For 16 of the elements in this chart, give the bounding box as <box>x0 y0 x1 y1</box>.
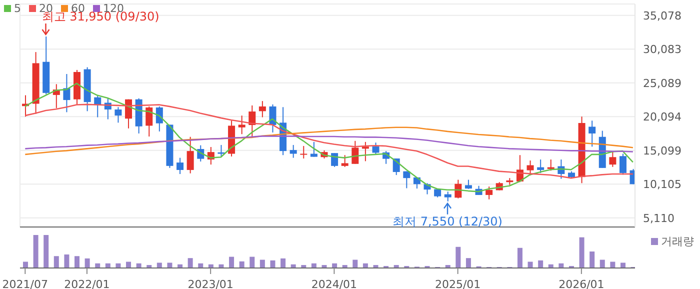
y-tick-label: 35,078 <box>643 9 682 22</box>
x-tick-label: 2023/01 <box>188 278 234 289</box>
y-tick-label: 10,105 <box>643 178 682 192</box>
x-tick-label: 2025/01 <box>434 278 481 289</box>
annotation: 최저 7,550 (12/30) <box>392 214 502 228</box>
legend-label: 5 <box>14 2 21 15</box>
x-tick-label: 2022/01 <box>64 278 110 289</box>
y-tick-label: 5,110 <box>643 212 674 225</box>
x-tick-label: 2021/07 <box>2 278 48 289</box>
legend-label: 거래량 <box>661 234 694 249</box>
x-tick-label: 2026/01 <box>558 278 604 289</box>
y-tick-label: 30,083 <box>643 43 682 56</box>
y-tick-label: 25,089 <box>643 76 682 90</box>
y-tick-label: 15,099 <box>643 144 682 158</box>
x-tick-label: 2024/01 <box>311 278 358 289</box>
y-tick-label: 20,094 <box>643 110 682 124</box>
